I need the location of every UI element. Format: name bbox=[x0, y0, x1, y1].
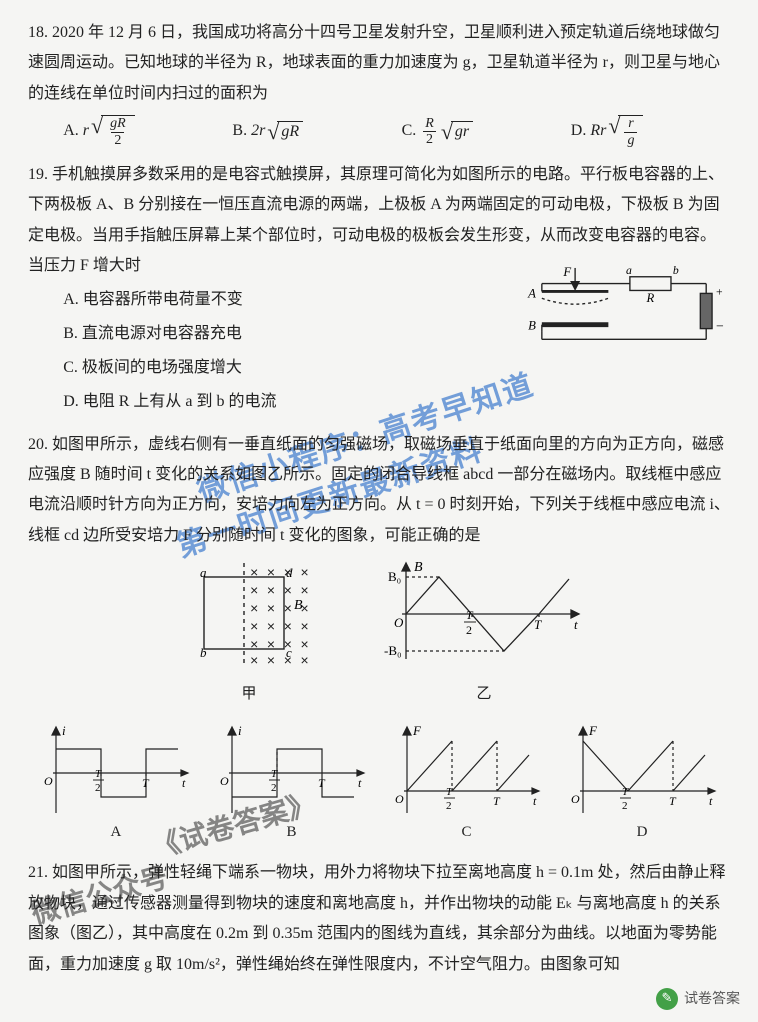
question-19: 19. 手机触摸屏多数采用的是电容式触摸屏，其原理可简化为如图所示的电路。平行板… bbox=[28, 160, 730, 418]
svg-text:-B₀: -B₀ bbox=[384, 643, 402, 658]
opt-label: A. bbox=[63, 116, 79, 146]
question-20: 20. 如图甲所示，虚线右侧有一垂直纸面的匀强磁场，取磁场垂直于纸面向里的方向为… bbox=[28, 430, 730, 847]
svg-text:× × × ×: × × × × bbox=[250, 566, 309, 582]
svg-text:O: O bbox=[394, 615, 404, 630]
svg-text:T: T bbox=[446, 786, 453, 798]
footer-logo-icon: ✎ bbox=[656, 988, 678, 1010]
svg-text:c: c bbox=[286, 645, 292, 660]
svg-text:2: 2 bbox=[446, 800, 452, 812]
svg-text:b: b bbox=[673, 266, 679, 277]
svg-text:T: T bbox=[142, 776, 150, 790]
q20-option-labels: A B C D bbox=[28, 818, 730, 847]
sqrt-icon: √ rg bbox=[608, 115, 643, 148]
q19-opt-d[interactable]: D. 电阻 R 上有从 a 到 b 的电流 bbox=[63, 386, 730, 418]
svg-text:× × × ×: × × × × bbox=[250, 638, 309, 654]
q21-text: 如图甲所示，弹性轻绳下端系一物块，用外力将物块下拉至离地高度 h = 0.1m … bbox=[28, 864, 725, 972]
svg-text:T: T bbox=[493, 794, 501, 808]
svg-text:i: i bbox=[62, 723, 66, 738]
svg-text:T: T bbox=[622, 786, 629, 798]
q18-opt-a[interactable]: A. r √ gR2 bbox=[63, 115, 222, 148]
svg-text:2: 2 bbox=[466, 623, 472, 637]
opt-label: B. bbox=[232, 116, 247, 146]
svg-text:−: − bbox=[716, 319, 724, 334]
question-18: 18. 2020 年 12 月 6 日，我国成功将高分十四号卫星发射升空，卫星顺… bbox=[28, 18, 730, 148]
q20-fig-jia: × × × × × × × × × × × × × × × × × × × × … bbox=[174, 559, 324, 709]
sqrt-icon: √ gR2 bbox=[91, 115, 135, 148]
q20-fig-yi: B B₀ -B₀ O T2 T t 乙 bbox=[384, 559, 584, 709]
fig-caption-jia: 甲 bbox=[174, 680, 324, 709]
q20-number: 20. bbox=[28, 436, 48, 453]
q19-circuit-diagram: F A B a b R + − bbox=[520, 266, 730, 356]
q18-opt-c[interactable]: C. R2 √gr bbox=[402, 116, 561, 148]
svg-text:B₀: B₀ bbox=[388, 569, 401, 584]
opt-d-coeff: Rr bbox=[590, 116, 606, 146]
svg-text:F: F bbox=[588, 723, 598, 738]
svg-text:T: T bbox=[534, 617, 542, 632]
svg-text:i: i bbox=[238, 723, 242, 738]
svg-text:T: T bbox=[271, 768, 278, 780]
q19-opt-c[interactable]: C. 极板间的电场强度增大 bbox=[63, 352, 730, 384]
opt-b-coeff: 2r bbox=[251, 116, 265, 146]
svg-text:b: b bbox=[200, 645, 207, 660]
svg-text:a: a bbox=[200, 565, 207, 580]
sqrt-icon: √gr bbox=[441, 121, 473, 143]
q21-number: 21. bbox=[28, 864, 48, 881]
opt-label: D. bbox=[571, 116, 587, 146]
svg-text:t: t bbox=[533, 794, 537, 808]
q20-opt-d[interactable]: D bbox=[637, 818, 648, 847]
q20-graph-d: F O T 2 T t bbox=[565, 723, 720, 818]
q20-opt-b[interactable]: B bbox=[286, 818, 296, 847]
q20-opt-a[interactable]: A bbox=[111, 818, 122, 847]
svg-text:R: R bbox=[646, 291, 655, 305]
svg-text:O: O bbox=[220, 774, 229, 788]
svg-text:B: B bbox=[414, 560, 423, 575]
question-21: 21. 如图甲所示，弹性轻绳下端系一物块，用外力将物块下拉至离地高度 h = 0… bbox=[28, 858, 730, 980]
svg-text:T: T bbox=[669, 794, 677, 808]
q20-text: 如图甲所示，虚线右侧有一垂直纸面的匀强磁场，取磁场垂直于纸面向里的方向为正方向，… bbox=[28, 436, 730, 544]
sqrt-icon: √gR bbox=[267, 121, 303, 143]
q20-graph-b: i O T 2 T t bbox=[214, 723, 369, 818]
svg-text:× × × ×: × × × × bbox=[250, 620, 309, 636]
svg-text:t: t bbox=[358, 776, 362, 790]
q19-number: 19. bbox=[28, 166, 48, 183]
q20-graph-c: F O T 2 T t bbox=[389, 723, 544, 818]
svg-text:O: O bbox=[44, 774, 53, 788]
svg-text:O: O bbox=[571, 792, 580, 806]
svg-text:F: F bbox=[412, 723, 422, 738]
svg-text:d: d bbox=[286, 565, 293, 580]
svg-text:+: + bbox=[716, 285, 723, 298]
fig-caption-yi: 乙 bbox=[384, 680, 584, 709]
svg-text:2: 2 bbox=[271, 782, 277, 794]
svg-text:t: t bbox=[574, 617, 578, 632]
q18-options: A. r √ gR2 B. 2r √gR C. R2 √gr D. Rr √ bbox=[28, 115, 730, 148]
svg-text:2: 2 bbox=[622, 800, 628, 812]
svg-text:2: 2 bbox=[95, 782, 101, 794]
opt-a-coeff: r bbox=[83, 116, 89, 146]
footer-text: 试卷答案 bbox=[684, 985, 740, 1012]
svg-text:A: A bbox=[527, 286, 536, 300]
svg-text:F: F bbox=[562, 266, 571, 279]
q18-number: 18. bbox=[28, 24, 48, 41]
svg-text:T: T bbox=[318, 776, 326, 790]
q19-text: 手机触摸屏多数采用的是电容式触摸屏，其原理可简化为如图所示的电路。平行板电容器的… bbox=[28, 166, 724, 274]
opt-label: C. bbox=[402, 116, 417, 146]
svg-text:× × × ×: × × × × bbox=[250, 654, 309, 669]
svg-text:B: B bbox=[294, 598, 303, 613]
svg-text:a: a bbox=[626, 266, 632, 277]
svg-text:B: B bbox=[528, 319, 536, 333]
q18-opt-b[interactable]: B. 2r √gR bbox=[232, 116, 391, 146]
q20-graph-a: i O T 2 T t bbox=[38, 723, 193, 818]
svg-text:t: t bbox=[709, 794, 713, 808]
q18-opt-d[interactable]: D. Rr √ rg bbox=[571, 115, 730, 148]
svg-text:t: t bbox=[182, 776, 186, 790]
q20-opt-c[interactable]: C bbox=[462, 818, 472, 847]
q18-text: 2020 年 12 月 6 日，我国成功将高分十四号卫星发射升空，卫星顺利进入预… bbox=[28, 24, 720, 102]
q20-option-graphs: i O T 2 T t i O T 2 T t bbox=[28, 713, 730, 820]
footer-watermark: ✎ 试卷答案 bbox=[656, 985, 740, 1012]
svg-text:O: O bbox=[395, 792, 404, 806]
svg-text:T: T bbox=[95, 768, 102, 780]
q20-figures-top: × × × × × × × × × × × × × × × × × × × × … bbox=[28, 551, 730, 713]
